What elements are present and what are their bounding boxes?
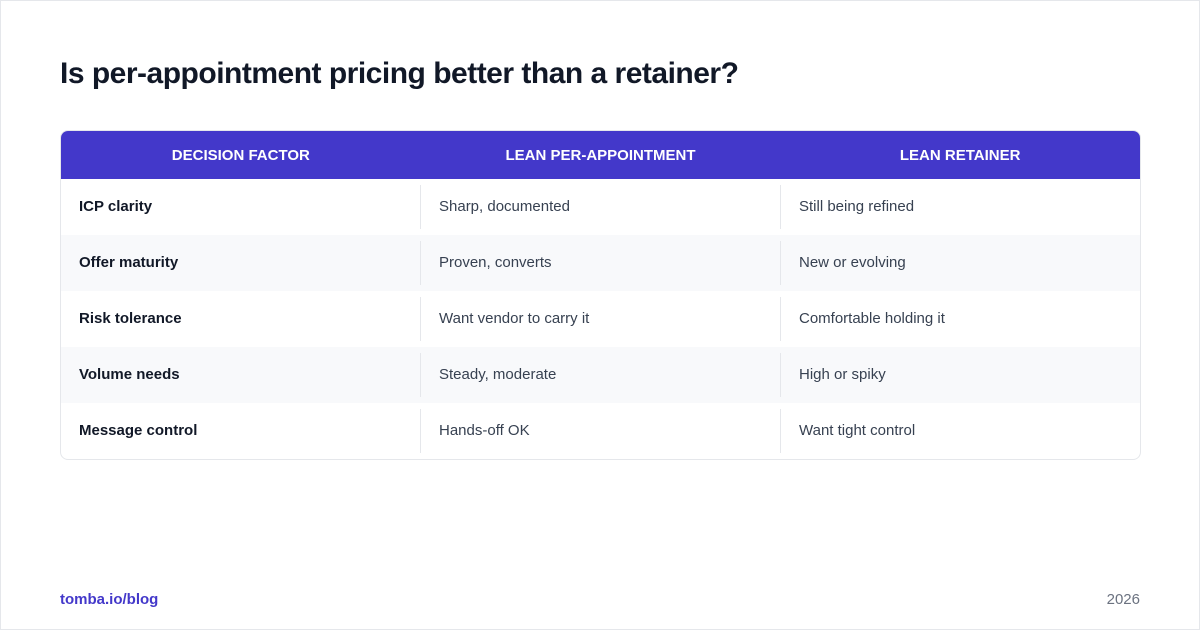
table-cell: Hands-off OK xyxy=(420,409,780,453)
table-cell: Message control xyxy=(79,422,198,439)
table-cell: New or evolving xyxy=(780,241,1140,285)
table-row: Risk tolerance Want vendor to carry it Com… xyxy=(61,291,1140,347)
year: 2026 xyxy=(1106,591,1140,608)
table-cell: Offer maturity xyxy=(79,254,179,271)
table-row: Volume needs Steady, moderate High or spik… xyxy=(61,347,1140,403)
table-cell: Still being refined xyxy=(780,185,1140,229)
table-cell: ICP clarity xyxy=(79,198,153,215)
header-cell: DECISION FACTOR xyxy=(171,146,310,164)
table-body: ICP clarity Sharp, documented Still being … xyxy=(61,179,1140,459)
title: Is per-appointment pricing better than a… xyxy=(60,57,739,90)
table-cell: Comfortable holding it xyxy=(780,297,1140,341)
table: DECISION FACTOR LEAN PER-APPOINTMENT LEA… xyxy=(60,130,1141,460)
table-cell: Proven, converts xyxy=(420,241,780,285)
table-cell: Volume needs xyxy=(79,366,180,383)
table-row: Offer maturity Proven, converts New or evo… xyxy=(61,235,1140,291)
table-row: Message control Hands-off OK Want tight co… xyxy=(61,403,1140,459)
table-cell: Risk tolerance xyxy=(79,310,182,327)
header-cell: LEAN RETAINER xyxy=(899,146,1021,164)
table-cell: Steady, moderate xyxy=(420,353,780,397)
table-cell: Want vendor to carry it xyxy=(420,297,780,341)
header-cell: LEAN PER-APPOINTMENT xyxy=(505,146,696,164)
table-cell: High or spiky xyxy=(780,353,1140,397)
header-row: DECISION FACTOR LEAN PER-APPOINTMENT LEA… xyxy=(61,131,1140,179)
table-cell: Sharp, documented xyxy=(420,185,780,229)
table-row: ICP clarity Sharp, documented Still being … xyxy=(61,179,1140,235)
table-cell: Want tight control xyxy=(780,409,1140,453)
source: tomba.io/blog xyxy=(60,591,159,608)
